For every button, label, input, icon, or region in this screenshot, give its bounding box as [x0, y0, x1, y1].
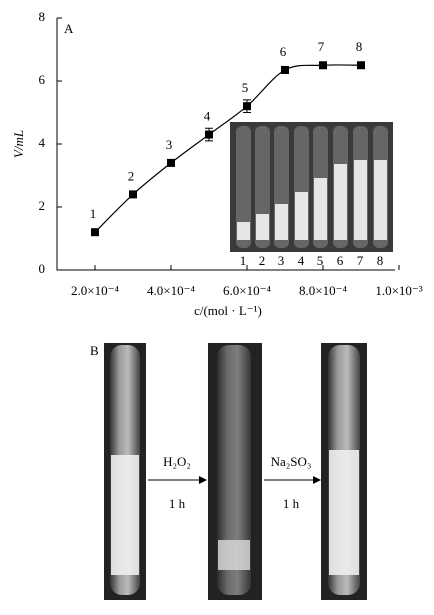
marker [319, 61, 327, 70]
y-axis-label: V/mL [11, 130, 26, 158]
tube [217, 345, 251, 595]
x-tick-label: 1.0×10⁻³ [375, 283, 422, 298]
liquid [218, 540, 250, 570]
inset-foam [237, 222, 250, 240]
y-tick-label: 4 [39, 135, 46, 150]
y-tick-label: 2 [39, 198, 46, 213]
inset-label: 1 [240, 253, 247, 268]
inset-tube [236, 126, 251, 248]
inset-label: 4 [298, 253, 305, 268]
inset-photo [230, 122, 393, 252]
x-tick-label: 8.0×10⁻⁴ [299, 283, 347, 298]
point-label: 3 [166, 137, 173, 152]
inset-foam [256, 214, 269, 240]
inset-background [230, 122, 393, 252]
point-label: 7 [318, 39, 325, 54]
inset-foam [295, 192, 308, 240]
point-label: 1 [90, 206, 97, 221]
inset-foam [314, 178, 327, 240]
inset-label: 5 [317, 253, 324, 268]
reagent: Na₂SO₃ [271, 454, 312, 469]
time: 1 h [283, 496, 300, 511]
inset-label: 2 [259, 253, 266, 268]
time: 1 h [169, 496, 186, 511]
marker [167, 158, 175, 167]
point-label: 8 [356, 39, 363, 54]
panel-label: A [64, 21, 74, 36]
marker [91, 228, 99, 237]
marker [357, 61, 365, 70]
y-tick-label: 0 [39, 261, 46, 276]
marker [205, 130, 213, 139]
y-tick-label: 6 [39, 72, 46, 87]
reagent: H₂O₂ [163, 454, 191, 469]
x-tick-label: 6.0×10⁻⁴ [223, 283, 271, 298]
point-label: 2 [128, 168, 135, 183]
marker [243, 102, 251, 111]
x-tick-label: 2.0×10⁻⁴ [71, 283, 119, 298]
inset-foam [354, 160, 367, 240]
photo-b [104, 343, 367, 600]
point-label: 5 [242, 80, 249, 95]
foam [329, 450, 359, 575]
point-label: 4 [204, 109, 211, 124]
foam [111, 455, 139, 575]
inset-label: 3 [278, 253, 285, 268]
x-axis-label: c/(mol · L⁻¹) [194, 303, 262, 318]
point-label: 6 [280, 44, 287, 59]
inset-label: 6 [337, 253, 344, 268]
x-tick-label: 4.0×10⁻⁴ [147, 283, 195, 298]
marker [129, 190, 137, 199]
inset-foam [334, 164, 347, 240]
inset-label: 7 [357, 253, 364, 268]
inset-foam [275, 204, 288, 240]
inset-foam [374, 160, 387, 240]
inset-label: 8 [377, 253, 384, 268]
y-tick-label: 8 [39, 9, 46, 24]
panel-label: B [90, 343, 99, 358]
marker [281, 65, 289, 74]
